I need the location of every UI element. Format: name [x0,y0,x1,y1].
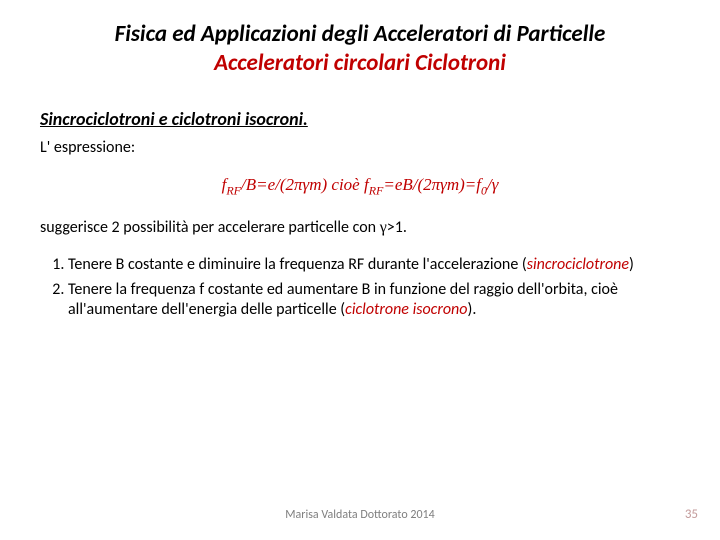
title-line-2: Acceleratori circolari Ciclotroni [40,49,680,78]
item-em: sincrociclotrone [527,255,629,274]
footer-text: Marisa Valdata Dottorato 2014 [0,508,720,522]
item-text-b: ) [629,255,634,274]
formula: fRF/B=e/(2πγm) cioè fRF=eB/(2πγm)=f0/γ [40,175,680,198]
item-text-a: Tenere la frequenza f costante ed aument… [68,280,618,320]
list-item: Tenere B costante e diminuire la frequen… [68,255,680,276]
intro-text: L' espressione: [40,138,680,157]
slide-title: Fisica ed Applicazioni degli Accelerator… [40,20,680,78]
options-list: Tenere B costante e diminuire la frequen… [40,255,680,321]
item-text-a: Tenere B costante e diminuire la frequen… [68,255,527,274]
section-subtitle: Sincrociclotroni e ciclotroni isocroni. [40,108,680,130]
formula-part4: /γ [487,175,498,194]
list-item: Tenere la frequenza f costante ed aument… [68,280,680,322]
gamma-symbol: γ [380,219,387,236]
item-em: ciclotrone isocrono [345,300,467,319]
formula-sub2: RF [369,183,384,197]
suggestion-pre: suggerisce 2 possibilità per accelerare … [40,218,380,237]
suggestion-text: suggerisce 2 possibilità per accelerare … [40,218,680,237]
formula-sub1: RF [226,183,241,197]
formula-part3: =eB/(2πγm)=f [383,175,481,194]
suggestion-post: >1. [387,218,407,237]
title-line-1: Fisica ed Applicazioni degli Accelerator… [40,20,680,49]
page-number: 35 [685,507,698,522]
item-text-b: ). [467,300,476,319]
formula-part2: /B=e/(2πγm) cioè f [241,175,369,194]
